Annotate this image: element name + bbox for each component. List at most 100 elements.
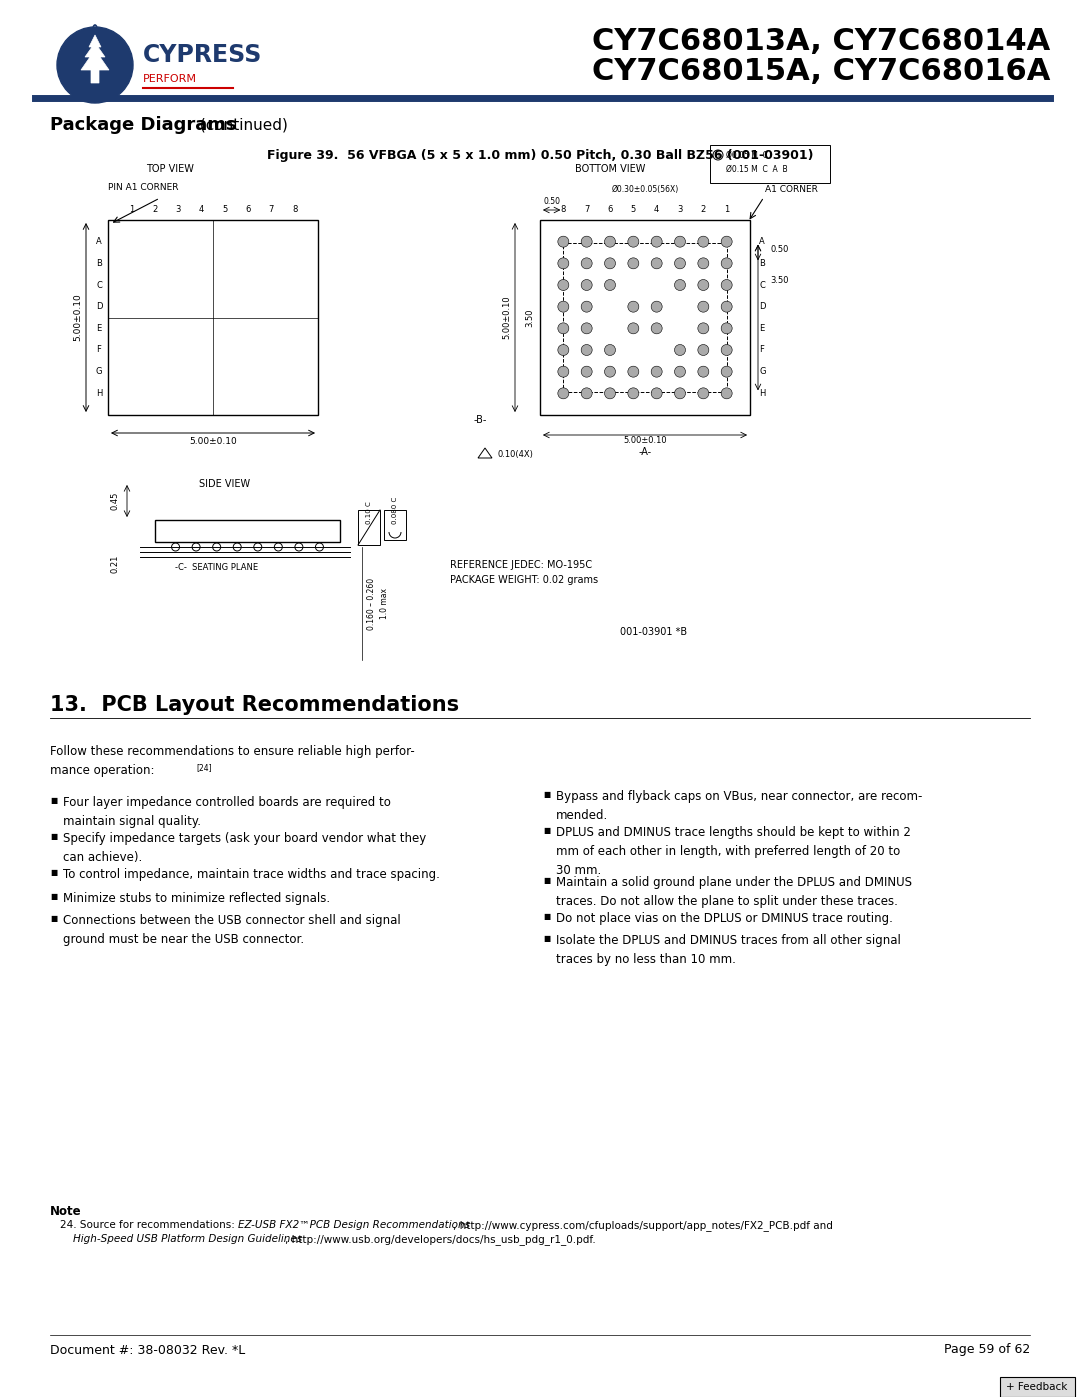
Text: Ø0.15 M  C  A  B: Ø0.15 M C A B <box>726 165 787 173</box>
Text: -C-  SEATING PLANE: -C- SEATING PLANE <box>175 563 258 571</box>
Circle shape <box>627 323 639 334</box>
Text: ■: ■ <box>50 833 57 841</box>
Text: C: C <box>759 281 765 289</box>
Circle shape <box>721 323 732 334</box>
Polygon shape <box>81 35 109 82</box>
Text: 1.0 max: 1.0 max <box>380 588 389 619</box>
Text: 4: 4 <box>199 205 204 215</box>
Text: ■: ■ <box>50 796 57 805</box>
Text: PIN A1 CORNER: PIN A1 CORNER <box>108 183 178 191</box>
Text: Follow these recommendations to ensure reliable high perfor-
mance operation:: Follow these recommendations to ensure r… <box>50 745 415 777</box>
Text: [24]: [24] <box>195 763 212 773</box>
Text: F: F <box>759 345 764 355</box>
Text: 13.  PCB Layout Recommendations: 13. PCB Layout Recommendations <box>50 694 459 715</box>
Text: 0.50: 0.50 <box>543 197 561 205</box>
Text: 2: 2 <box>701 205 706 215</box>
Text: Connections between the USB connector shell and signal
ground must be near the U: Connections between the USB connector sh… <box>63 914 401 946</box>
Text: EZ-USB FX2™PCB Design Recommendations: EZ-USB FX2™PCB Design Recommendations <box>238 1220 470 1229</box>
Circle shape <box>581 345 592 355</box>
Text: H: H <box>96 388 103 398</box>
Circle shape <box>605 345 616 355</box>
Circle shape <box>605 388 616 398</box>
Circle shape <box>558 366 569 377</box>
Text: -A-: -A- <box>638 447 651 457</box>
Text: TOP VIEW: TOP VIEW <box>146 163 194 175</box>
Circle shape <box>605 279 616 291</box>
Text: ■: ■ <box>50 914 57 923</box>
Text: 5.00±0.10: 5.00±0.10 <box>73 293 82 341</box>
Circle shape <box>721 258 732 268</box>
Circle shape <box>721 236 732 247</box>
Text: ■: ■ <box>543 912 550 921</box>
Text: CY7C68015A, CY7C68016A: CY7C68015A, CY7C68016A <box>592 57 1050 87</box>
Circle shape <box>675 279 686 291</box>
Circle shape <box>581 366 592 377</box>
Circle shape <box>627 366 639 377</box>
Text: (continued): (continued) <box>195 117 288 133</box>
Circle shape <box>721 388 732 398</box>
Circle shape <box>627 302 639 312</box>
Text: G: G <box>96 367 103 376</box>
Text: REFERENCE JEDEC: MO-195C: REFERENCE JEDEC: MO-195C <box>450 560 592 570</box>
Circle shape <box>627 258 639 268</box>
Text: 0.10(4X): 0.10(4X) <box>497 450 532 458</box>
Circle shape <box>605 258 616 268</box>
Circle shape <box>558 345 569 355</box>
Text: 1: 1 <box>724 205 729 215</box>
Text: Ø0.05 M  C: Ø0.05 M C <box>726 151 768 159</box>
Circle shape <box>698 279 708 291</box>
Text: SIDE VIEW: SIDE VIEW <box>200 479 251 489</box>
Text: Figure 39.  56 VFBGA (5 x 5 x 1.0 mm) 0.50 Pitch, 0.30 Ball BZ56 (001-03901): Figure 39. 56 VFBGA (5 x 5 x 1.0 mm) 0.5… <box>267 148 813 162</box>
Text: A: A <box>759 237 765 246</box>
Text: 5.00±0.10: 5.00±0.10 <box>623 436 666 446</box>
Text: CY7C68013A, CY7C68014A: CY7C68013A, CY7C68014A <box>592 28 1050 56</box>
Circle shape <box>698 236 708 247</box>
Text: G: G <box>759 367 766 376</box>
Circle shape <box>558 258 569 268</box>
Circle shape <box>605 236 616 247</box>
Text: 5: 5 <box>222 205 227 215</box>
Circle shape <box>581 323 592 334</box>
Text: B: B <box>759 258 765 268</box>
Circle shape <box>558 236 569 247</box>
Text: 6: 6 <box>245 205 251 215</box>
Circle shape <box>698 323 708 334</box>
Text: Four layer impedance controlled boards are required to
maintain signal quality.: Four layer impedance controlled boards a… <box>63 796 391 828</box>
Text: ■: ■ <box>543 876 550 886</box>
Circle shape <box>651 323 662 334</box>
Circle shape <box>57 27 133 103</box>
Circle shape <box>651 258 662 268</box>
Circle shape <box>558 388 569 398</box>
Text: 3: 3 <box>175 205 180 215</box>
Circle shape <box>721 345 732 355</box>
Circle shape <box>581 302 592 312</box>
Text: ■: ■ <box>543 935 550 943</box>
Bar <box>156 520 340 542</box>
Text: 4: 4 <box>654 205 659 215</box>
Text: 3.50: 3.50 <box>526 309 535 327</box>
Circle shape <box>581 388 592 398</box>
Bar <box>540 219 750 415</box>
Circle shape <box>675 388 686 398</box>
Text: 8: 8 <box>561 205 566 215</box>
Circle shape <box>651 366 662 377</box>
Text: 5: 5 <box>631 205 636 215</box>
Circle shape <box>698 388 708 398</box>
Circle shape <box>651 236 662 247</box>
Circle shape <box>627 236 639 247</box>
Circle shape <box>698 258 708 268</box>
Text: 5.00±0.10: 5.00±0.10 <box>502 296 512 339</box>
Bar <box>564 243 727 391</box>
Text: Specify impedance targets (ask your board vendor what they
can achieve).: Specify impedance targets (ask your boar… <box>63 833 427 863</box>
Text: +: + <box>715 152 721 158</box>
Text: + Feedback: + Feedback <box>1007 1382 1068 1391</box>
Text: 1: 1 <box>129 205 134 215</box>
Text: A: A <box>96 237 102 246</box>
Text: 8: 8 <box>292 205 297 215</box>
Text: To control impedance, maintain trace widths and trace spacing.: To control impedance, maintain trace wid… <box>63 868 440 882</box>
Text: 0.21: 0.21 <box>110 555 120 573</box>
Text: ■: ■ <box>50 868 57 877</box>
Circle shape <box>581 236 592 247</box>
Text: ■: ■ <box>543 789 550 799</box>
Text: H: H <box>759 388 766 398</box>
